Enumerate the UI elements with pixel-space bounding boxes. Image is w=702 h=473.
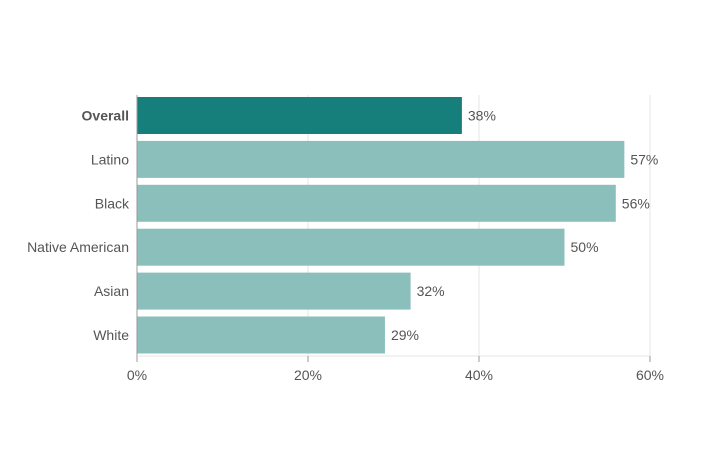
bars [137, 97, 625, 354]
category-label-overall: Overall [82, 108, 129, 124]
bar-overall [137, 97, 462, 134]
x-tick-label-60pct: 60% [636, 367, 664, 383]
bar-latino [137, 140, 625, 178]
x-tick-label-0pct: 0% [127, 367, 147, 383]
category-label-native-american: Native American [27, 239, 129, 255]
bar-native-american [137, 228, 565, 266]
x-axis: 0% 20% 40% 60% [127, 95, 664, 383]
gridlines [307, 95, 651, 356]
bar-asian [137, 272, 411, 310]
category-label-white: White [93, 327, 129, 343]
value-label-asian: 32% [417, 283, 445, 299]
value-label-latino: 57% [630, 151, 658, 167]
value-label-overall: 38% [468, 108, 496, 124]
bar-black [137, 184, 616, 222]
x-tick-label-20pct: 20% [294, 367, 322, 383]
value-label-white: 29% [391, 327, 419, 343]
bar-white [137, 316, 385, 354]
category-label-black: Black [95, 195, 130, 211]
x-tick-label-40pct: 40% [465, 367, 493, 383]
value-labels: 38% 57% 56% 50% 32% 29% [391, 108, 658, 344]
category-label-latino: Latino [91, 151, 129, 167]
category-labels: Overall Latino Black Native American Asian Wh… [27, 108, 130, 344]
category-label-asian: Asian [94, 283, 129, 299]
value-label-native-american: 50% [571, 239, 599, 255]
value-label-black: 56% [622, 195, 650, 211]
